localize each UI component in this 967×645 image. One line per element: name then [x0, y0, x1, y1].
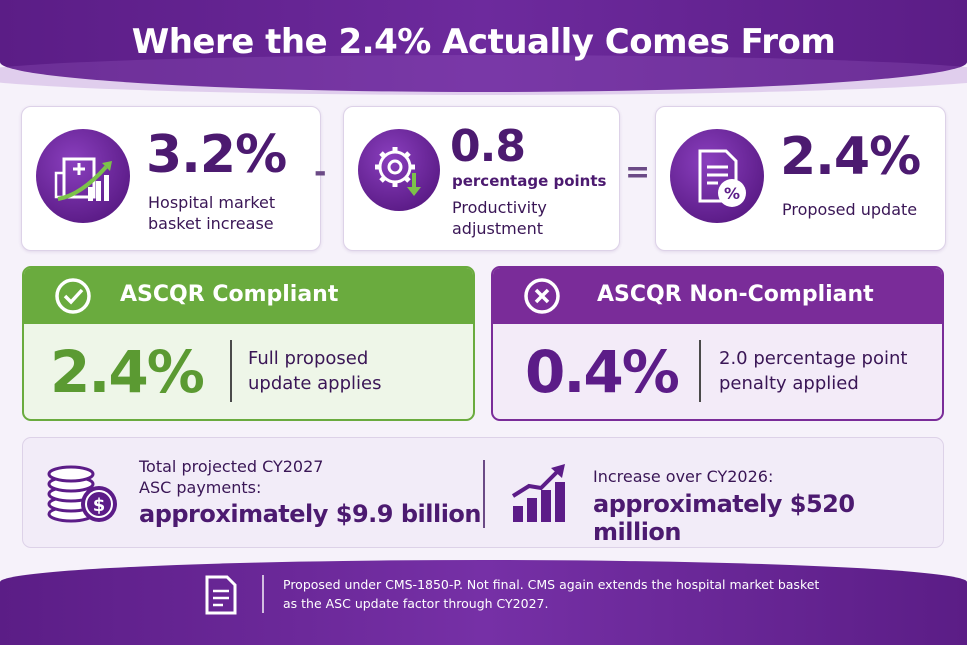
increase-label: Increase over CY2026: [593, 467, 774, 486]
payments-summary: $ Total projected CY2027 ASC payments: a… [22, 437, 944, 548]
footer-note-line-1: Proposed under CMS-1850-P. Not final. CM… [283, 577, 820, 592]
productivity-unit: percentage points [452, 172, 607, 190]
proposed-label: Proposed update [782, 200, 918, 219]
compliant-value: 2.4% [50, 338, 205, 406]
proposed-update-card: % 2.4% Proposed update [655, 106, 946, 251]
compliant-text-2: update applies [248, 373, 382, 394]
productivity-label-2: adjustment [452, 219, 543, 238]
compliant-text-1: Full proposed [248, 348, 369, 369]
svg-text:$: $ [93, 495, 106, 516]
equals-operator: = [625, 155, 651, 190]
footer-banner: Proposed under CMS-1850-P. Not final. CM… [0, 560, 967, 645]
ascqr-non-compliant-panel: ASCQR Non-Compliant 0.4% 2.0 percentage … [491, 266, 944, 421]
hospital-growth-icon [36, 129, 130, 223]
ascqr-compliant-panel: ASCQR Compliant 2.4% Full proposed updat… [22, 266, 475, 421]
market-basket-value: 3.2% [146, 125, 287, 185]
payments-divider [483, 460, 485, 528]
compliant-header: ASCQR Compliant [24, 268, 473, 324]
non-compliant-header: ASCQR Non-Compliant [493, 268, 942, 324]
bar-chart-up-icon [509, 462, 569, 526]
footer-divider [262, 575, 264, 613]
compliant-title: ASCQR Compliant [120, 282, 339, 307]
gear-down-arrow-icon [358, 129, 440, 211]
non-compliant-value: 0.4% [525, 338, 680, 406]
coin-stack-icon: $ [43, 462, 123, 528]
market-basket-card: 3.2% Hospital market basket increase [21, 106, 321, 251]
page-title: Where the 2.4% Actually Comes From [131, 22, 836, 62]
productivity-value: 0.8 [450, 121, 526, 172]
svg-text:%: % [724, 184, 740, 203]
document-icon [204, 574, 238, 616]
minus-operator: - [314, 155, 327, 190]
header-swirl [0, 55, 967, 95]
total-payments-value: approximately $9.9 billion [139, 500, 482, 528]
check-circle-icon [54, 277, 92, 315]
non-compliant-divider [699, 340, 701, 402]
x-circle-icon [523, 277, 561, 315]
footer-note: Proposed under CMS-1850-P. Not final. CM… [283, 575, 923, 613]
footer-note-line-2: as the ASC update factor through CY2027. [283, 596, 549, 611]
non-compliant-text-2: penalty applied [719, 373, 859, 394]
non-compliant-text-1: 2.0 percentage point [719, 348, 908, 369]
increase-value: approximately $520 million [593, 490, 855, 546]
non-compliant-title: ASCQR Non-Compliant [597, 282, 874, 307]
market-basket-label-2: basket increase [148, 214, 274, 233]
header-banner: Where the 2.4% Actually Comes From [0, 0, 967, 95]
percent-document-icon: % [670, 129, 764, 223]
proposed-value: 2.4% [780, 127, 921, 187]
market-basket-label-1: Hospital market [148, 193, 276, 212]
productivity-label-1: Productivity [452, 198, 547, 217]
productivity-card: 0.8 percentage points Productivity adjus… [343, 106, 620, 251]
compliant-divider [230, 340, 232, 402]
total-payments-label-1: Total projected CY2027 [139, 457, 324, 476]
total-payments-label-2: ASC payments: [139, 478, 262, 497]
